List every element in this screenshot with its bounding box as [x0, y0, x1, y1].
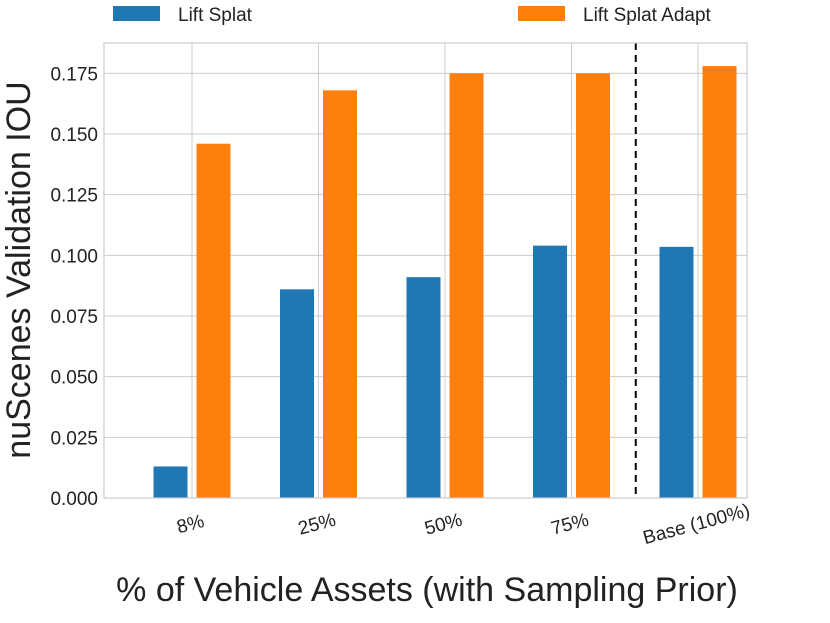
- x-axis-ticks: 8% 25% 50% 75% Base (100%): [175, 500, 753, 549]
- bar-lift-splat-adapt: [449, 73, 484, 498]
- legend: Lift Splat Lift Splat Adapt: [113, 5, 712, 26]
- plot-frame: [103, 42, 748, 499]
- bar-lift-splat-adapt: [702, 66, 737, 498]
- y-tick-label: 0.125: [50, 186, 98, 207]
- bar-lift-splat: [153, 466, 188, 498]
- bar-lift-splat: [406, 277, 441, 498]
- y-tick-label: 0.150: [50, 125, 98, 146]
- bar-lift-splat-adapt: [576, 73, 610, 498]
- x-tick-label: Base (100%): [641, 500, 753, 549]
- y-tick-label: 0.175: [50, 64, 98, 85]
- y-tick-label: 0.075: [50, 307, 98, 328]
- y-axis-title: nuScenes Validation IOU: [0, 81, 38, 458]
- legend-label: Lift Splat Adapt: [583, 5, 712, 26]
- bar-lift-splat-adapt: [196, 143, 231, 498]
- y-tick-label: 0.025: [50, 428, 98, 449]
- y-axis-ticks: 0.000 0.025 0.050 0.075 0.100 0.125 0.150 0.175: [50, 64, 98, 510]
- bar-lift-splat: [533, 245, 567, 498]
- legend-swatch: [113, 6, 160, 21]
- x-tick-label: 8%: [175, 511, 207, 538]
- plot-border: [103, 42, 748, 499]
- y-tick-label: 0.100: [50, 246, 98, 267]
- x-axis-title: % of Vehicle Assets (with Sampling Prior…: [116, 571, 738, 609]
- x-tick-label: 25%: [296, 510, 338, 540]
- x-tick-label: 50%: [422, 510, 464, 540]
- y-tick-label: 0.050: [50, 368, 98, 389]
- legend-swatch: [518, 6, 565, 21]
- bar-lift-splat: [659, 246, 694, 498]
- x-tick-label: 75%: [549, 510, 591, 540]
- y-tick-label: 0.000: [50, 489, 98, 510]
- bar-lift-splat: [280, 289, 314, 498]
- legend-label: Lift Splat: [178, 5, 253, 26]
- bar-lift-splat-adapt: [323, 90, 357, 498]
- bars: [153, 43, 737, 498]
